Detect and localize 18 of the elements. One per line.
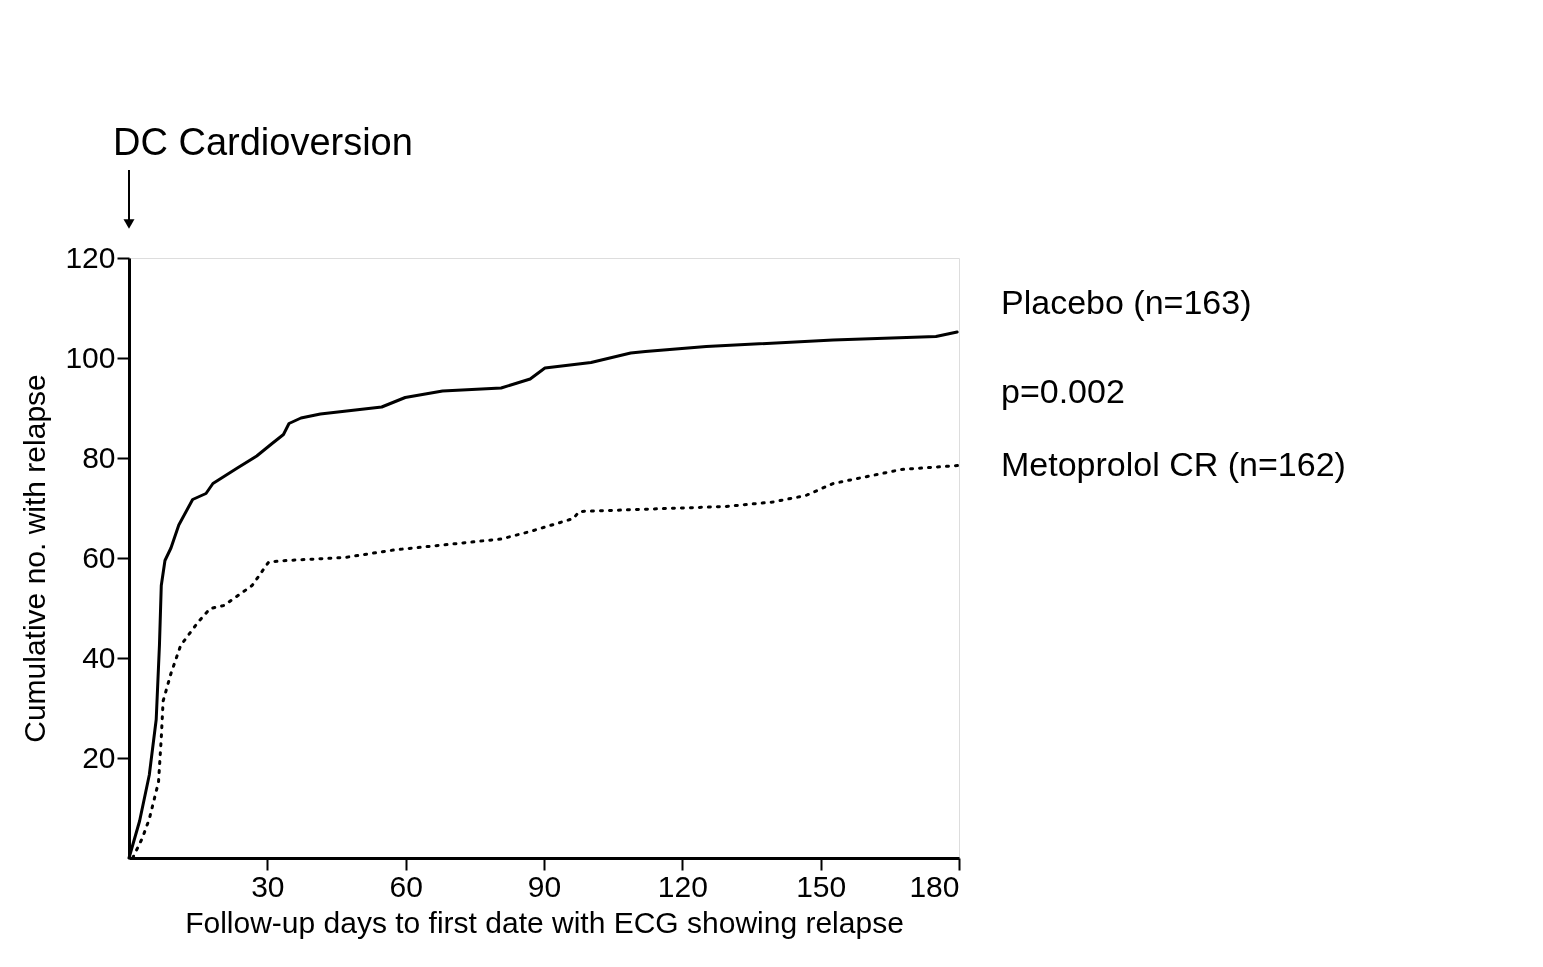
y-tick-label: 20 bbox=[82, 740, 116, 774]
x-tick-label: 180 bbox=[909, 869, 960, 903]
series-label: Metoprolol CR (n=162) bbox=[1001, 444, 1346, 483]
x-tick-label: 30 bbox=[251, 869, 285, 903]
y-tick-label: 60 bbox=[82, 540, 116, 574]
x-tick-label: 60 bbox=[389, 869, 423, 903]
text: p=0.002 bbox=[1001, 372, 1125, 410]
y-axis-title: Cumulative no. with relapse bbox=[18, 374, 52, 743]
series-label: Placebo (n=163) bbox=[1001, 283, 1252, 321]
x-tick-label: 90 bbox=[527, 869, 562, 903]
x-axis-title: Follow-up days to first date with ECG showing relapse bbox=[185, 905, 904, 939]
x-tick-label: 120 bbox=[657, 869, 708, 903]
text: DC Cardioversion bbox=[113, 121, 413, 163]
y-tick-label: 100 bbox=[65, 340, 116, 374]
y-tick-label: 80 bbox=[82, 440, 116, 474]
y-tick-label: 40 bbox=[82, 640, 116, 674]
x-tick-label: 150 bbox=[796, 869, 847, 903]
y-tick-label: 120 bbox=[65, 240, 116, 274]
